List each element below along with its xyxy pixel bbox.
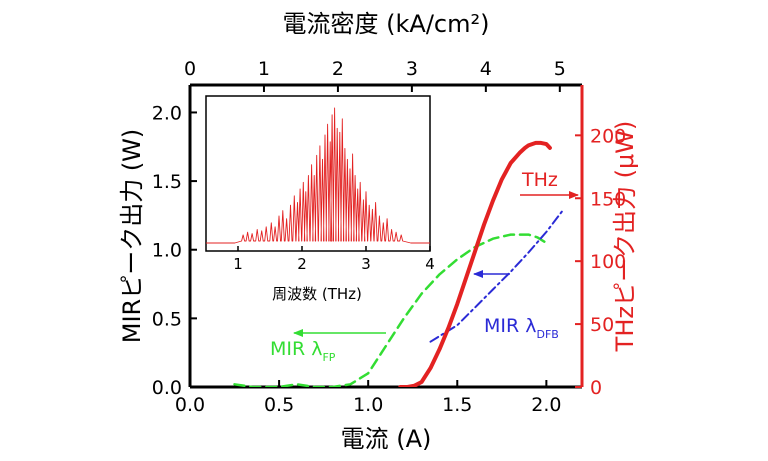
top-x-axis-ticks: 0 1 2 3 4 5	[184, 58, 566, 92]
x-axis-ticks: 0.0 0.5 1.0 1.5 2.0	[175, 380, 561, 416]
top-x-tick-label: 2	[332, 58, 344, 80]
series-line-mir-fp	[233, 233, 548, 387]
y2-tick-label: 150	[590, 188, 626, 210]
x-tick-label: 2.0	[531, 394, 561, 416]
top-x-tick-label: 3	[406, 58, 418, 80]
y-tick-label: 1.0	[152, 240, 182, 262]
x-tick-label: 1.5	[442, 394, 472, 416]
series-line-mir-dfb	[429, 207, 566, 343]
x-tick-label: 1.0	[353, 394, 383, 416]
right-y-axis-title: THzピーク出力 (μW)	[611, 121, 639, 353]
inset-spectrum-line	[206, 107, 430, 244]
inset-x-axis-title: 周波数 (THz)	[272, 285, 362, 303]
inset-spectrum-trace	[206, 107, 430, 244]
y2-tick-label: 200	[590, 125, 626, 147]
top-x-axis-title: 電流密度 (kA/cm²)	[283, 10, 490, 38]
annotation-mir-dfb-label: MIR λ	[484, 315, 536, 337]
inset-spectrum: 1 2 3 4 周波数 (THz)	[205, 95, 435, 303]
y2-tick-label: 50	[590, 314, 614, 336]
x-axis-title: 電流 (A)	[341, 425, 432, 453]
x-tick-label: 0.0	[175, 394, 205, 416]
series-line-thz	[398, 140, 552, 387]
left-y-axis-title: MIRピーク出力 (W)	[118, 129, 146, 344]
top-x-tick-label: 1	[258, 58, 270, 80]
y-tick-label: 0.5	[152, 308, 182, 330]
series-layer	[233, 140, 566, 387]
annotation-mir-fp-sub: FP	[322, 351, 335, 364]
inset-x-tick-label: 4	[425, 255, 435, 273]
inset-x-tick-label: 1	[233, 255, 243, 273]
top-x-tick-label: 5	[554, 58, 566, 80]
y-tick-label: 1.5	[152, 171, 182, 193]
inset-x-tick-label: 2	[297, 255, 307, 273]
inset-x-axis-ticks: 1 2 3 4	[233, 246, 435, 273]
y-tick-label: 2.0	[152, 102, 182, 124]
annotation-mir-dfb: MIR λDFB	[484, 315, 559, 341]
left-y-axis-ticks: 0.0 0.5 1.0 1.5 2.0	[152, 102, 197, 399]
annotation-mir-fp-label: MIR λ	[270, 338, 322, 360]
annotation-mir-dfb-sub: DFB	[536, 328, 558, 341]
annotation-thz: THz	[521, 169, 558, 191]
inset-x-tick-label: 3	[361, 255, 371, 273]
top-x-tick-label: 4	[480, 58, 492, 80]
x-tick-label: 0.5	[264, 394, 294, 416]
top-x-tick-label: 0	[184, 58, 196, 80]
y2-tick-label: 100	[590, 251, 626, 273]
annotation-mir-fp: MIR λFP	[270, 338, 336, 364]
y-tick-label: 0.0	[152, 377, 182, 399]
y2-tick-label: 0	[590, 377, 602, 399]
